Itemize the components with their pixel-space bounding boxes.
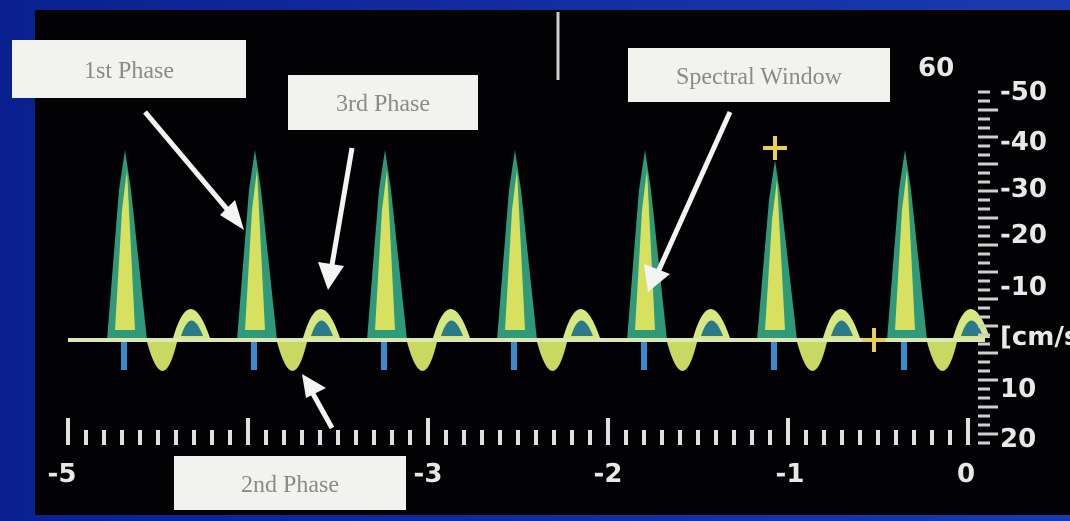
flow-blip bbox=[641, 342, 647, 370]
velocity-label: [cm/s] bbox=[1000, 322, 1070, 352]
time-label: -5 bbox=[48, 459, 77, 489]
time-label: -3 bbox=[414, 459, 443, 489]
page: 60 -50-40-30-20-10[cm/s]1020 -5-3-2-10 1… bbox=[0, 0, 1070, 521]
velocity-label: -30 bbox=[1000, 174, 1047, 204]
velocity-label: -10 bbox=[1000, 272, 1047, 302]
velocity-label: -20 bbox=[1000, 220, 1047, 250]
flow-blip bbox=[121, 342, 127, 370]
velocity-label: 20 bbox=[1000, 424, 1036, 454]
flow-blip bbox=[901, 342, 907, 370]
velocity-label: 10 bbox=[1000, 374, 1036, 404]
doppler-screen: 60 -50-40-30-20-10[cm/s]1020 -5-3-2-10 1… bbox=[0, 0, 1070, 521]
flow-blip bbox=[511, 342, 517, 370]
velocity-label: -50 bbox=[1000, 77, 1047, 107]
annotation: Spectral Window bbox=[676, 64, 843, 90]
annotation: 2nd Phase bbox=[241, 472, 339, 498]
time-label: -1 bbox=[776, 459, 805, 489]
time-label: 0 bbox=[957, 459, 975, 489]
flow-blip bbox=[771, 342, 777, 370]
time-label: -2 bbox=[594, 459, 623, 489]
annotation: 3rd Phase bbox=[336, 91, 430, 117]
flow-blip bbox=[381, 342, 387, 370]
velocity-label: -40 bbox=[1000, 127, 1047, 157]
flow-blip bbox=[251, 342, 257, 370]
scale-top-label: 60 bbox=[918, 53, 954, 83]
annotation: 1st Phase bbox=[84, 58, 174, 84]
